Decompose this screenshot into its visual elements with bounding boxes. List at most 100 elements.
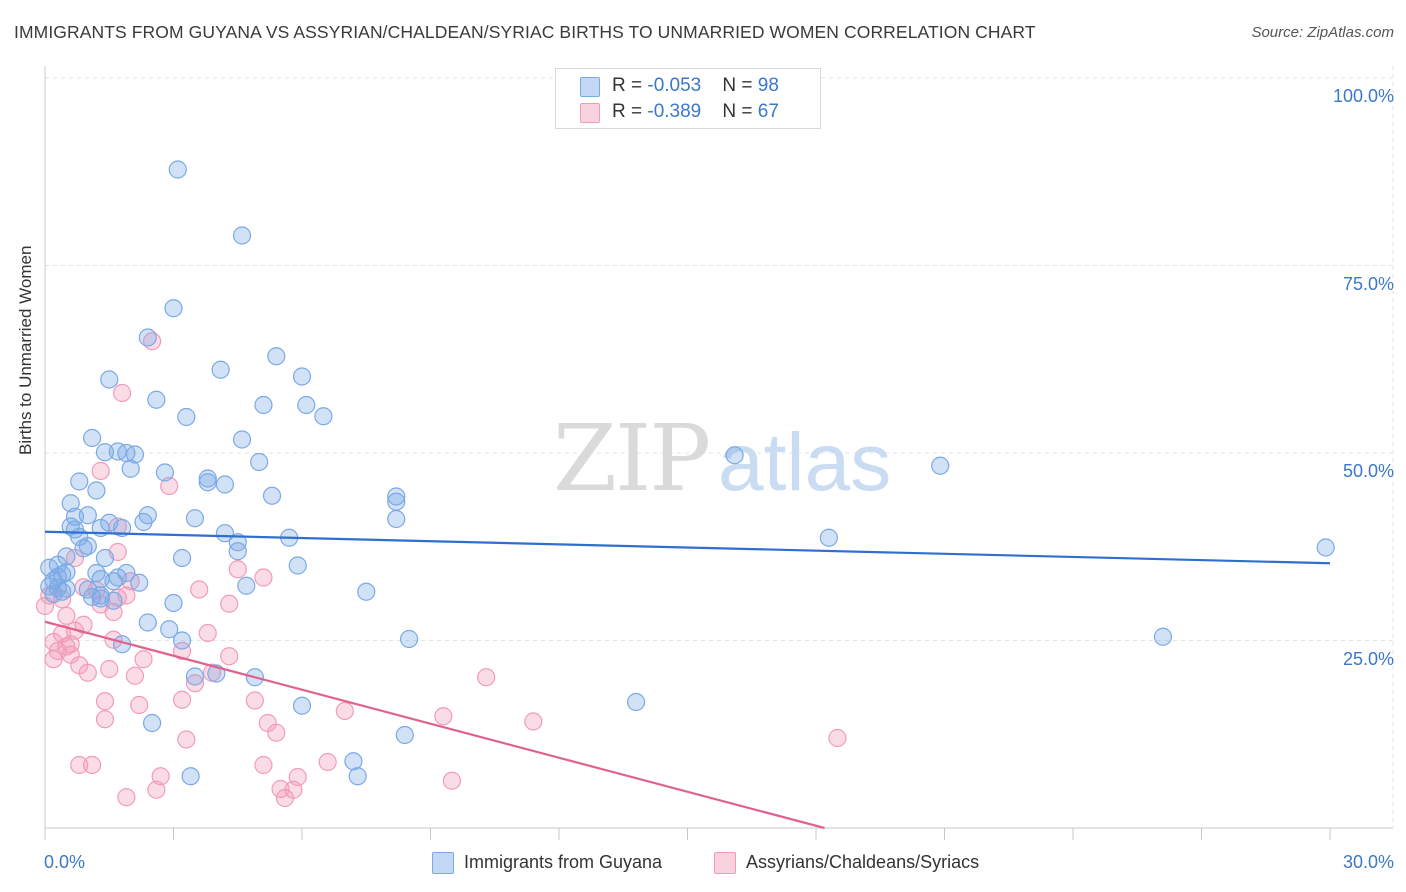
assyrian-point bbox=[117, 788, 136, 807]
assyrian-point bbox=[228, 560, 247, 579]
assyrian-point bbox=[172, 690, 192, 709]
assyrian-point bbox=[220, 647, 239, 666]
legend-stats-assyrian: R = -0.389 N = 67 bbox=[612, 101, 779, 123]
guyana-point bbox=[387, 487, 406, 506]
assyrian-point bbox=[198, 623, 217, 643]
assyrian-point bbox=[267, 723, 286, 742]
guyana-point bbox=[78, 536, 97, 556]
guyana-point bbox=[87, 481, 106, 500]
guyana-point bbox=[292, 367, 312, 386]
assyrian-point bbox=[151, 767, 170, 786]
assyrian-point bbox=[83, 755, 102, 775]
n-label: N = bbox=[722, 101, 758, 122]
guyana-point bbox=[232, 430, 252, 449]
legend-stats-guyana: R = -0.053 N = 98 bbox=[612, 75, 779, 97]
guyana-point bbox=[112, 518, 132, 538]
assyrian-point bbox=[318, 752, 337, 772]
guyana-point bbox=[725, 446, 744, 465]
guyana-point bbox=[262, 486, 282, 505]
guyana-point bbox=[1153, 627, 1173, 646]
guyana-point bbox=[395, 725, 414, 745]
guyana-point bbox=[70, 472, 89, 491]
guyana-point bbox=[160, 620, 179, 639]
y-tick-label: 75.0% bbox=[1342, 273, 1394, 294]
r-value: -0.053 bbox=[647, 75, 702, 96]
guyana-point bbox=[819, 528, 838, 547]
assyrian-point bbox=[254, 755, 273, 775]
y-axis-label: Births to Unmarried Women bbox=[16, 245, 35, 455]
watermark: ZIP atlas bbox=[553, 405, 891, 512]
assyrian-point bbox=[74, 615, 93, 634]
guyana-point bbox=[357, 582, 376, 601]
chart-title: IMMIGRANTS FROM GUYANA VS ASSYRIAN/CHALD… bbox=[14, 22, 1036, 42]
guyana-point bbox=[297, 395, 316, 415]
guyana-point bbox=[931, 456, 950, 475]
guyana-point bbox=[1316, 538, 1335, 557]
assyrian-point bbox=[477, 668, 496, 687]
assyrian-point bbox=[61, 635, 80, 654]
guyana-point bbox=[100, 370, 119, 389]
guyana-point bbox=[267, 347, 286, 366]
guyana-point bbox=[164, 593, 183, 613]
legend-swatch-guyana bbox=[432, 852, 454, 874]
guyana-point bbox=[348, 767, 367, 786]
assyrian-point bbox=[434, 707, 453, 726]
r-value: -0.389 bbox=[647, 101, 702, 122]
legend-swatch-guyana bbox=[580, 77, 600, 97]
assyrian-point bbox=[160, 476, 179, 496]
y-tick-label: 50.0% bbox=[1342, 461, 1394, 481]
assyrian-point bbox=[125, 666, 145, 685]
assyrian-point bbox=[335, 701, 354, 721]
assyrian-point bbox=[524, 712, 543, 731]
guyana-point bbox=[155, 463, 175, 482]
guyana-point bbox=[172, 548, 192, 568]
assyrian-point bbox=[134, 650, 153, 669]
guyana-point bbox=[57, 579, 76, 598]
guyana-point bbox=[228, 542, 247, 561]
guyana-point bbox=[125, 445, 145, 464]
assyrian-point bbox=[91, 461, 110, 481]
guyana-point bbox=[95, 443, 115, 462]
x-tick-label-min: 0.0% bbox=[44, 852, 86, 872]
guyana-point bbox=[387, 509, 406, 529]
guyana-point bbox=[168, 160, 187, 179]
guyana-point bbox=[185, 667, 205, 686]
watermark-atlas: atlas bbox=[718, 417, 891, 508]
guyana-point bbox=[250, 452, 269, 472]
guyana-point bbox=[215, 475, 234, 494]
guyana-point bbox=[138, 328, 157, 347]
guyana-point bbox=[232, 226, 252, 245]
assyrian-point bbox=[95, 710, 115, 729]
y-tick-label: 100.0% bbox=[1332, 86, 1394, 106]
assyrian-trend-line bbox=[44, 620, 825, 830]
guyana-point bbox=[138, 506, 157, 525]
legend-swatch-assyrian bbox=[580, 103, 600, 123]
guyana-point bbox=[211, 360, 230, 379]
assyrian-point bbox=[112, 383, 132, 403]
guyana-point bbox=[344, 752, 363, 771]
n-value: 98 bbox=[757, 75, 779, 96]
n-label: N = bbox=[722, 75, 758, 96]
guyana-point bbox=[215, 524, 234, 543]
guyana-point bbox=[185, 509, 205, 528]
guyana-point bbox=[57, 547, 76, 566]
guyana-point bbox=[57, 563, 76, 582]
guyana-point bbox=[121, 459, 140, 478]
source-note: Source: ZipAtlas.com bbox=[1251, 24, 1394, 41]
assyrian-point bbox=[95, 692, 115, 711]
assyrian-point bbox=[130, 695, 149, 715]
guyana-point bbox=[142, 713, 162, 733]
axes bbox=[44, 66, 1394, 840]
assyrian-point bbox=[220, 594, 239, 613]
guyana-point bbox=[172, 631, 192, 650]
guyana-point bbox=[104, 591, 123, 610]
x-tick-label-max: 30.0% bbox=[1342, 852, 1394, 872]
guyana-point bbox=[181, 767, 200, 786]
assyrian-point bbox=[828, 728, 847, 748]
guyana-point bbox=[288, 556, 307, 575]
assyrian-point bbox=[78, 663, 97, 682]
guyana-point bbox=[292, 696, 312, 715]
data-points bbox=[35, 160, 1335, 808]
assyrian-point bbox=[147, 780, 166, 799]
